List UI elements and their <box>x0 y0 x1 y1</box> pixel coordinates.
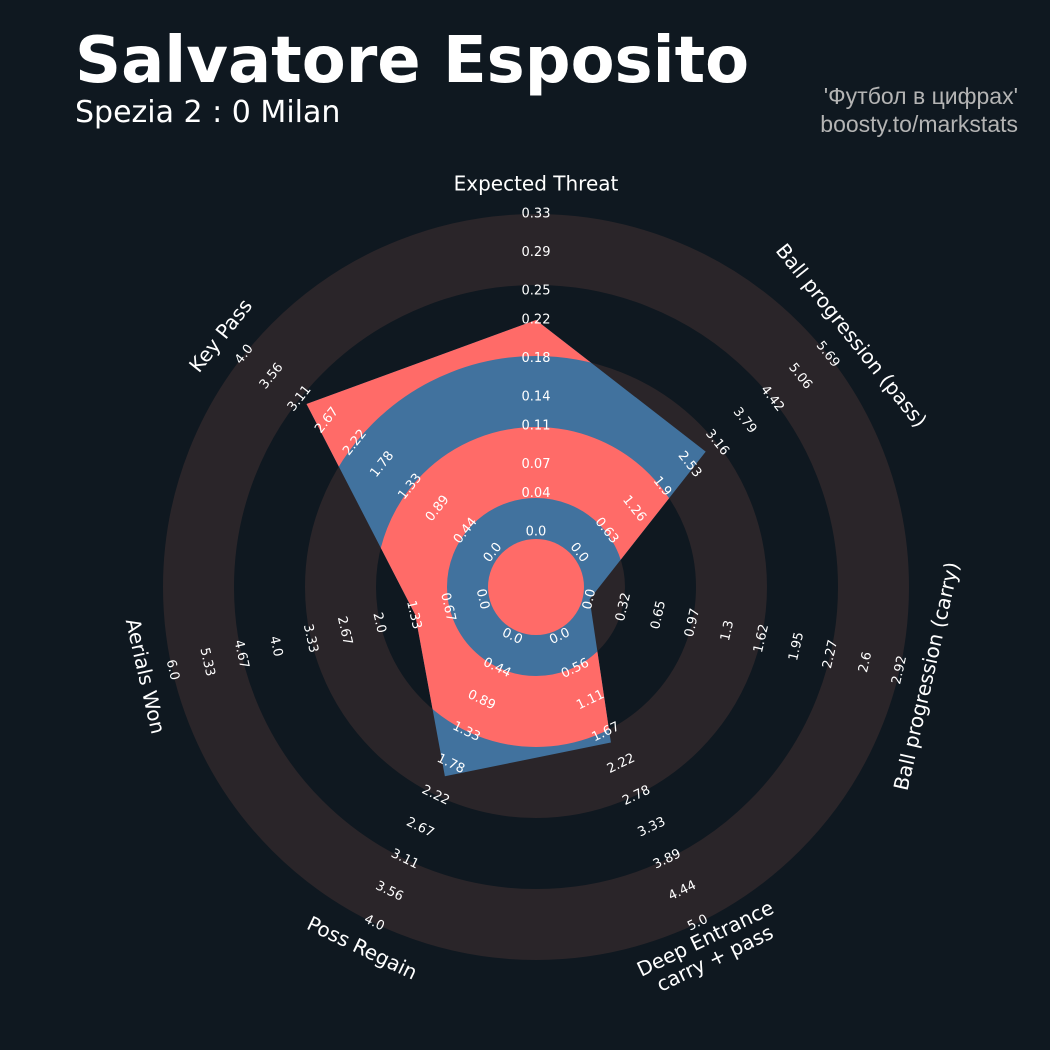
tick-label: 5.33 <box>196 646 217 678</box>
tick-label: 2.67 <box>334 615 355 647</box>
tick-label: 0.25 <box>522 284 551 299</box>
tick-label: 2.6 <box>856 650 875 674</box>
tick-label: 0.07 <box>522 457 551 472</box>
tick-label: 0.29 <box>522 245 551 260</box>
tick-label: 0.14 <box>522 390 551 405</box>
tick-label: 2.27 <box>820 638 841 670</box>
tick-label: 0.18 <box>522 351 551 366</box>
tick-label: 0.0 <box>526 525 547 540</box>
tick-label: 6.0 <box>163 658 182 682</box>
band <box>306 320 706 777</box>
tick-label: 0.97 <box>682 607 703 639</box>
tick-label: 1.95 <box>786 631 807 663</box>
tick-label: 2.92 <box>889 654 910 686</box>
subtitle: Spezia 2 : 0 Milan <box>75 95 340 130</box>
tick-label: 0.33 <box>522 207 551 222</box>
credit: 'Футбол в цифрах' <box>824 83 1018 109</box>
tick-label: 0.65 <box>648 599 669 631</box>
tick-label: 0.04 <box>522 486 551 501</box>
tick-label: 0.32 <box>613 591 634 623</box>
tick-label: 4.0 <box>266 635 285 659</box>
tick-label: 3.33 <box>300 623 321 655</box>
tick-label: 1.3 <box>718 619 737 643</box>
chart-title: Salvatore Esposito <box>75 24 749 98</box>
tick-label: 0.67 <box>437 591 458 623</box>
ring <box>163 214 909 960</box>
tick-label: 1.33 <box>403 599 424 631</box>
tick-label: 0.0 <box>580 587 599 611</box>
tick-label: 1.62 <box>751 623 772 655</box>
tick-label: 4.67 <box>231 639 252 671</box>
tick-label: 2.0 <box>369 611 388 635</box>
tick-label: 0.0 <box>473 587 492 611</box>
credit: boosty.to/markstats <box>820 111 1018 137</box>
radar-area <box>306 320 706 777</box>
center-circle <box>488 539 584 635</box>
tick-label: 0.11 <box>522 419 551 434</box>
axis-label: Expected Threat <box>454 172 619 196</box>
tick-label: 0.22 <box>522 313 551 328</box>
